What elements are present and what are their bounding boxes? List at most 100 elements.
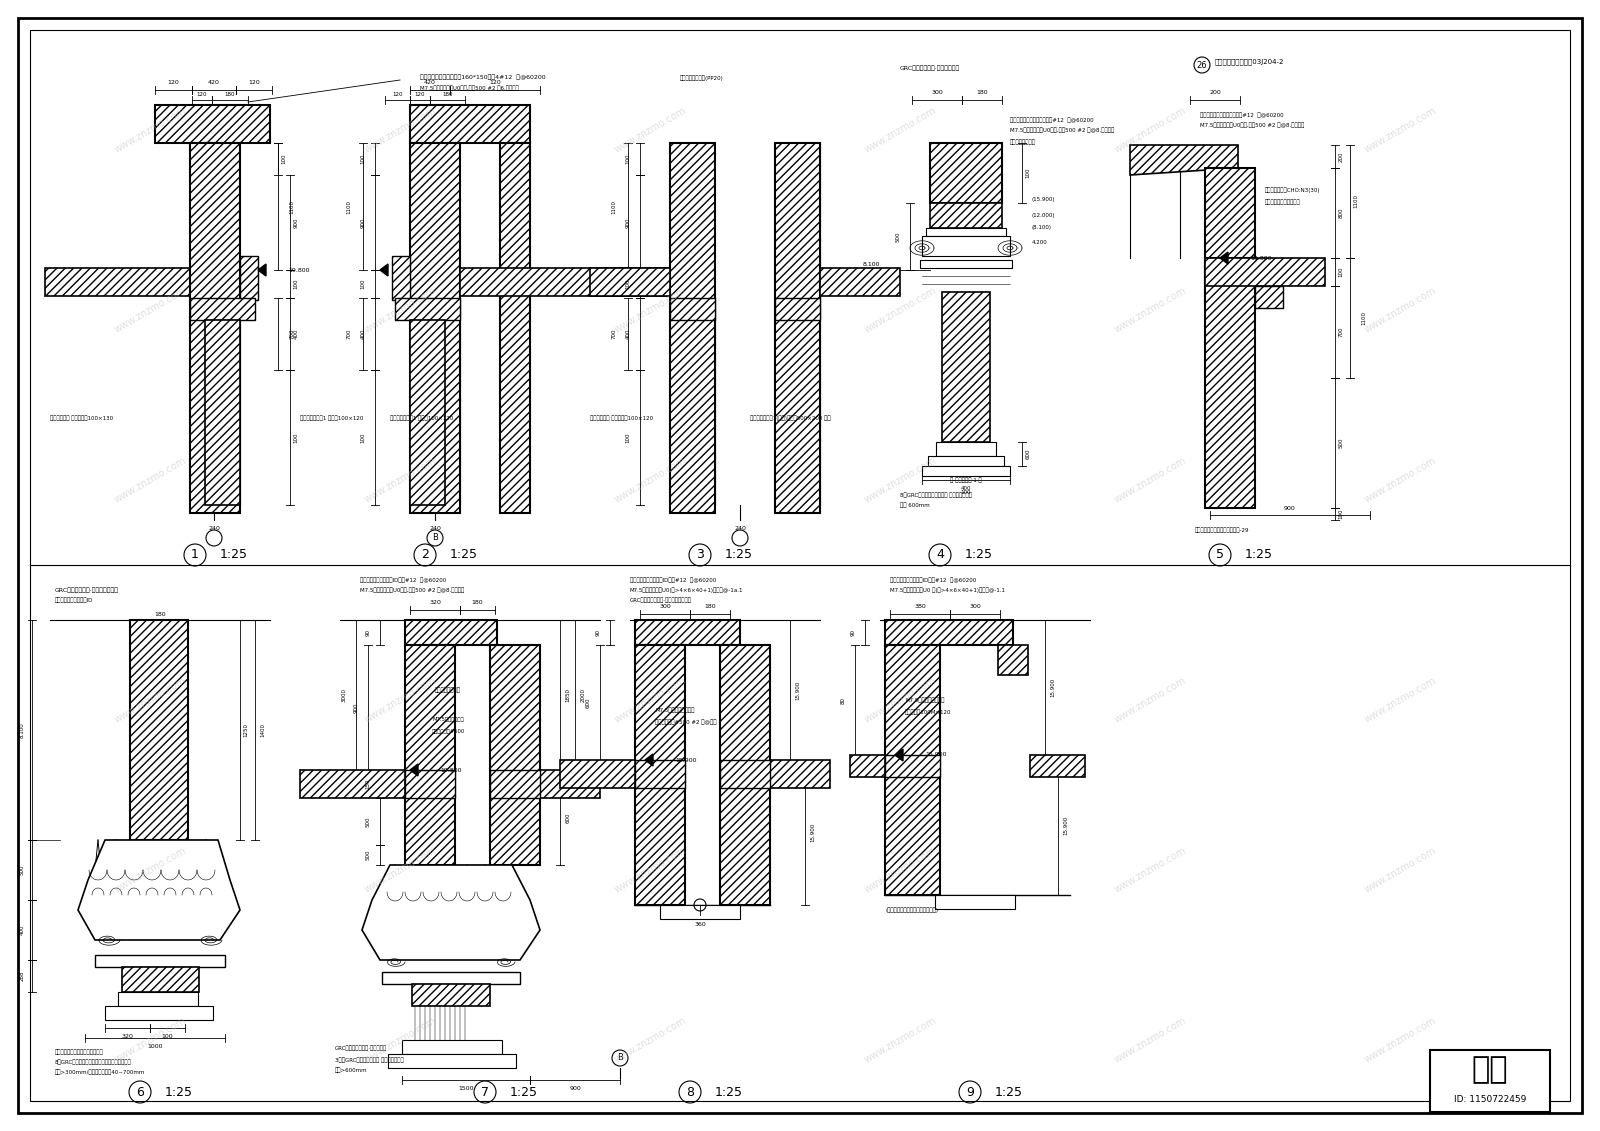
Text: 100: 100 xyxy=(282,154,286,164)
Text: 400: 400 xyxy=(626,329,630,339)
Text: 护台板厚度规格1(规格)块宽为500×200 中板: 护台板厚度规格1(规格)块宽为500×200 中板 xyxy=(750,415,830,421)
Text: 2000: 2000 xyxy=(581,688,586,702)
Bar xyxy=(720,645,770,905)
Text: 15.900: 15.900 xyxy=(1051,677,1056,697)
Text: 500: 500 xyxy=(896,231,901,242)
Bar xyxy=(720,645,770,675)
Bar xyxy=(635,620,739,645)
Bar xyxy=(885,645,941,895)
Bar xyxy=(774,143,819,513)
Text: www.znzmo.com: www.znzmo.com xyxy=(1362,1016,1438,1064)
Text: 8: 8 xyxy=(686,1086,694,1098)
Text: 90: 90 xyxy=(851,629,856,636)
Text: M7.5水泥砂浆粘结U0板缝,缝宽500 #2 中6.连接板概: M7.5水泥砂浆粘结U0板缝,缝宽500 #2 中6.连接板概 xyxy=(419,85,518,90)
Text: www.znzmo.com: www.znzmo.com xyxy=(613,456,688,504)
Text: www.znzmo.com: www.znzmo.com xyxy=(613,675,688,725)
Text: M7.5水泥砂浆粘结板缝: M7.5水泥砂浆粘结板缝 xyxy=(654,707,694,713)
Text: 5: 5 xyxy=(1216,549,1224,561)
Text: 1100: 1100 xyxy=(1354,195,1358,208)
Text: www.znzmo.com: www.znzmo.com xyxy=(613,845,688,895)
Text: 3: 3 xyxy=(696,549,704,561)
Text: 1:25: 1:25 xyxy=(165,1086,194,1098)
Text: 180: 180 xyxy=(224,92,235,96)
Text: 90: 90 xyxy=(595,629,600,636)
Text: 100: 100 xyxy=(626,154,630,164)
Bar xyxy=(670,143,715,513)
Text: 1:25: 1:25 xyxy=(965,549,994,561)
Text: 90: 90 xyxy=(365,629,371,636)
Bar xyxy=(410,143,461,513)
Bar xyxy=(410,320,445,506)
Bar xyxy=(650,268,710,280)
Text: www.znzmo.com: www.znzmo.com xyxy=(1112,456,1187,504)
Text: 700: 700 xyxy=(611,329,616,339)
Text: 200: 200 xyxy=(1210,90,1221,95)
Text: 直径>600mm: 直径>600mm xyxy=(334,1068,368,1073)
Text: M7.5水泥砂浆粘结U0板缝,缝宽500 #2 中@8.链接板概: M7.5水泥砂浆粘结U0板缝,缝宽500 #2 中@8.链接板概 xyxy=(1010,127,1114,132)
Bar xyxy=(45,268,240,296)
Text: 搁台板及边框 板山上片为100×130: 搁台板及边框 板山上片为100×130 xyxy=(50,415,114,421)
Text: www.znzmo.com: www.znzmo.com xyxy=(112,1016,187,1064)
Text: 120: 120 xyxy=(490,80,501,86)
Bar xyxy=(461,268,670,296)
Bar xyxy=(402,1041,502,1054)
Text: 700: 700 xyxy=(290,329,294,339)
Text: 100: 100 xyxy=(1026,167,1030,179)
Text: 400: 400 xyxy=(293,329,299,339)
Text: 100: 100 xyxy=(1339,267,1344,277)
Text: www.znzmo.com: www.znzmo.com xyxy=(112,675,187,725)
Text: 预制板做法参照图(PP20): 预制板做法参照图(PP20) xyxy=(680,75,723,80)
Text: 900: 900 xyxy=(1285,506,1296,510)
Bar xyxy=(885,756,941,777)
Polygon shape xyxy=(894,749,902,761)
Text: 1:25: 1:25 xyxy=(715,1086,742,1098)
Text: 15.900: 15.900 xyxy=(1064,815,1069,835)
Text: 900: 900 xyxy=(293,217,299,227)
Bar xyxy=(490,645,541,865)
Bar xyxy=(661,905,739,920)
Text: 7: 7 xyxy=(482,1086,490,1098)
Text: 1850: 1850 xyxy=(565,688,571,702)
Text: 防水层防腐材料图: 防水层防腐材料图 xyxy=(1010,139,1037,145)
Text: 预制板上用水泥砂浆粘结160*150规格4#12  中@60200: 预制板上用水泥砂浆粘结160*150规格4#12 中@60200 xyxy=(419,75,546,80)
Bar xyxy=(920,260,1013,268)
Text: www.znzmo.com: www.znzmo.com xyxy=(1112,845,1187,895)
Text: 8根GRC延类段波折构山专业 圆间安装规套用: 8根GRC延类段波折构山专业 圆间安装规套用 xyxy=(899,492,973,498)
Text: 15.900: 15.900 xyxy=(925,752,947,758)
Bar xyxy=(934,895,1014,909)
Text: 预制板上板加小格造标ID规格#12  中@60200: 预制板上板加小格造标ID规格#12 中@60200 xyxy=(360,577,446,582)
Bar xyxy=(499,143,530,513)
Bar xyxy=(885,645,941,675)
Text: 800: 800 xyxy=(1339,208,1344,218)
Text: 1:25: 1:25 xyxy=(1245,549,1274,561)
Text: 320: 320 xyxy=(122,1034,133,1038)
Bar xyxy=(122,967,198,992)
Text: www.znzmo.com: www.znzmo.com xyxy=(1362,456,1438,504)
Text: 180: 180 xyxy=(704,604,715,610)
Text: 240: 240 xyxy=(429,526,442,530)
Bar xyxy=(928,456,1005,466)
Text: 100: 100 xyxy=(360,154,365,164)
Text: 防水层防腐材料图: 防水层防腐材料图 xyxy=(435,688,461,693)
Text: (8.100): (8.100) xyxy=(1032,225,1053,231)
Text: www.znzmo.com: www.znzmo.com xyxy=(362,285,438,335)
Text: 8.100: 8.100 xyxy=(19,722,24,737)
Text: 120: 120 xyxy=(392,92,403,96)
Text: www.znzmo.com: www.znzmo.com xyxy=(112,285,187,335)
Text: 380: 380 xyxy=(914,604,926,610)
Text: 120: 120 xyxy=(197,92,208,96)
Text: 预制板上用水泥砂浆格局规格#12  中@60200: 预制板上用水泥砂浆格局规格#12 中@60200 xyxy=(1200,112,1283,118)
Text: 80: 80 xyxy=(840,697,845,703)
Text: 19.800: 19.800 xyxy=(288,268,309,273)
Text: 安装板粗交型肥合在功构线功面-29: 安装板粗交型肥合在功构线功面-29 xyxy=(1195,527,1250,533)
Bar xyxy=(926,228,1006,236)
Bar xyxy=(1205,258,1254,508)
Bar xyxy=(392,256,410,300)
Text: 1:25: 1:25 xyxy=(221,549,248,561)
Text: 8.100: 8.100 xyxy=(862,262,880,268)
Text: www.znzmo.com: www.znzmo.com xyxy=(1362,285,1438,335)
Text: 4: 4 xyxy=(936,549,944,561)
Bar xyxy=(205,320,240,506)
Text: M7.5水泥砂浆粘结: M7.5水泥砂浆粘结 xyxy=(432,717,464,723)
Bar xyxy=(190,297,254,320)
